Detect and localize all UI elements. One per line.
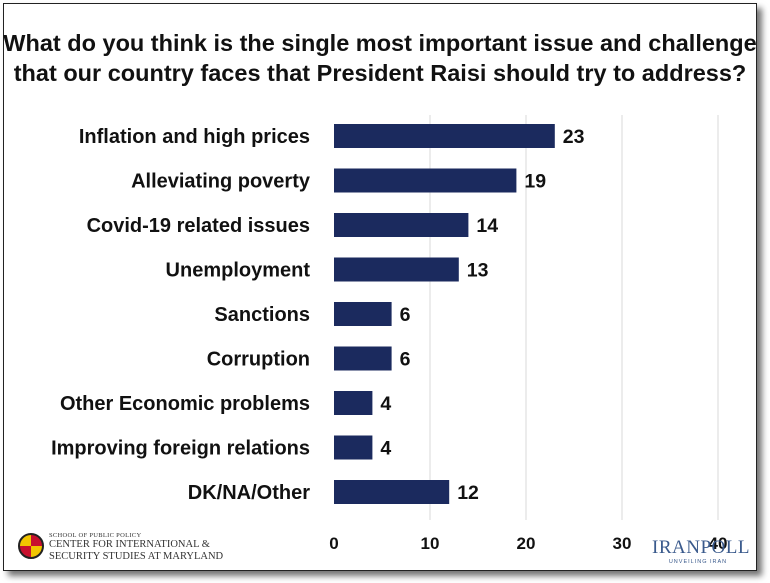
bar (334, 213, 469, 237)
category-label: Corruption (207, 349, 310, 371)
chart-title-line-1: What do you think is the single most imp… (3, 30, 757, 56)
category-label: Inflation and high prices (79, 126, 310, 148)
university-seal-icon (18, 533, 44, 559)
iranpoll-wordmark: IRANPOLL (652, 537, 750, 558)
category-label: DK/NA/Other (188, 482, 310, 504)
labels: 0 10 20 30 40 Inflation and high prices 23 Alle… (51, 126, 727, 553)
data-label: 14 (476, 215, 498, 237)
x-tick-label: 20 (517, 534, 536, 553)
chart-frame (3, 3, 757, 571)
bar (334, 435, 373, 460)
cissm-logo: SCHOOL OF PUBLIC POLICY CENTER FOR INTER… (12, 530, 227, 566)
bar (334, 480, 450, 504)
category-label: Unemployment (166, 260, 311, 282)
chart-title-line-2: that our country faces that President Ra… (13, 60, 747, 86)
category-label: Sanctions (214, 304, 310, 326)
bar (334, 302, 392, 326)
bar (334, 124, 555, 148)
x-tick-label: 0 (329, 534, 338, 553)
x-tick-label: 40 (709, 534, 728, 553)
bar (334, 168, 517, 193)
iranpoll-tagline: UNVEILING IRAN (668, 559, 728, 565)
chart-title: What do you think is the single most imp… (0, 28, 760, 88)
data-label: 12 (457, 482, 479, 504)
data-label: 19 (524, 171, 546, 193)
category-label: Other Economic problems (60, 393, 310, 415)
data-label: 4 (380, 438, 391, 460)
iranpoll-logo: IRANPOLL UNVEILING IRAN (652, 538, 752, 568)
bars (334, 124, 555, 504)
data-label: 6 (400, 304, 411, 326)
x-tick-label: 30 (613, 534, 632, 553)
x-tick-label: 10 (421, 534, 440, 553)
bar (334, 257, 459, 282)
gridlines (429, 115, 719, 520)
data-label: 23 (563, 126, 585, 148)
bar (334, 346, 392, 371)
data-label: 13 (467, 260, 489, 282)
category-label: Improving foreign relations (51, 438, 310, 460)
category-label: Covid-19 related issues (87, 215, 310, 237)
cissm-line-2: SECURITY STUDIES AT MARYLAND (49, 551, 224, 562)
data-label: 4 (380, 393, 391, 415)
data-label: 6 (400, 349, 411, 371)
cissm-school-label: SCHOOL OF PUBLIC POLICY (49, 532, 142, 539)
bar (334, 391, 373, 415)
category-label: Alleviating poverty (131, 171, 311, 193)
cissm-line-1: CENTER FOR INTERNATIONAL & (49, 539, 210, 550)
